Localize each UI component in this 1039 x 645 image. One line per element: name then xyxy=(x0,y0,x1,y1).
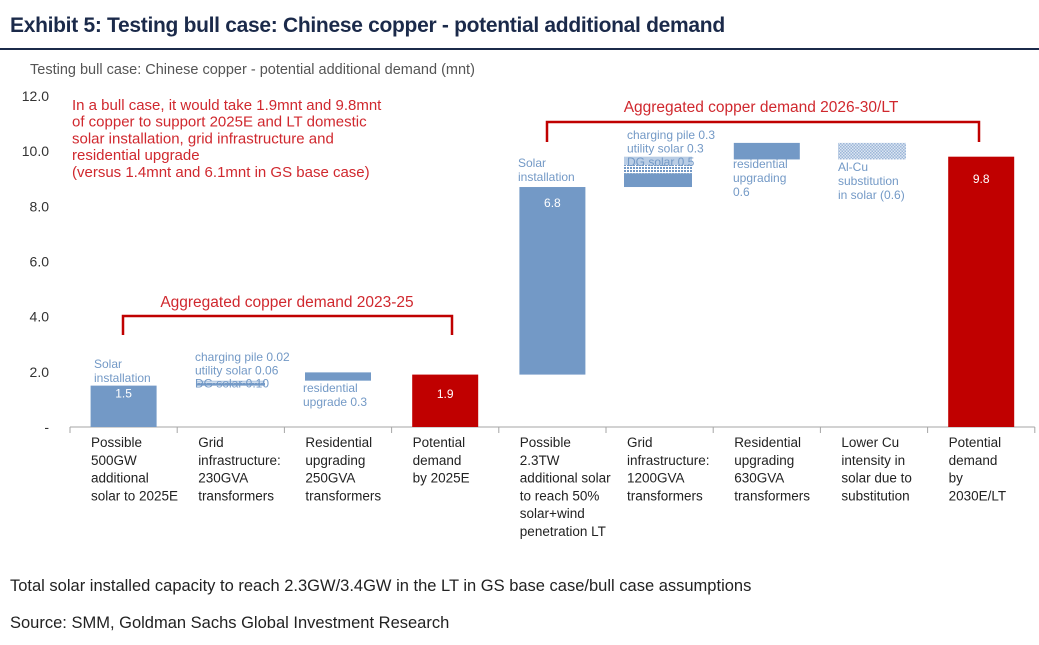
bracket xyxy=(545,120,981,142)
category-label: Possible 500GW additional solar to 2025E xyxy=(91,435,178,503)
bar-value-label: 1.9 xyxy=(437,387,454,401)
footnote-source: Source: SMM, Goldman Sachs Global Invest… xyxy=(10,614,450,632)
bar-segment xyxy=(948,156,1015,427)
exhibit-title: Exhibit 5: Testing bull case: Chinese co… xyxy=(10,14,725,37)
plot-area: - 2.0 4.0 6.0 8.0 10.0 12.0 Possible 500GW additi… xyxy=(22,88,1036,539)
category-label: Grid infrastructure: 230GVA transformers xyxy=(198,435,281,503)
bar-segment xyxy=(624,173,692,188)
bar-segment xyxy=(838,142,906,160)
category-label: Residential upgrading 630GVA transformers xyxy=(734,435,810,503)
bar-inner-label: residential upgrading 0.6 xyxy=(733,157,788,199)
y-tick-label: 12.0 xyxy=(22,88,49,104)
bar-segment xyxy=(305,372,371,381)
bracket-label: Aggregated copper demand 2023-25 xyxy=(160,294,413,311)
y-tick-label: 6.0 xyxy=(30,254,50,270)
y-tick-label: 2.0 xyxy=(30,364,50,380)
y-tick-label: - xyxy=(44,419,49,435)
bar-segment xyxy=(197,380,265,383)
bracket xyxy=(121,314,454,335)
bar-inner-label: Solar installation xyxy=(518,156,575,184)
waterfall-chart: Testing bull case: Chinese copper - pote… xyxy=(22,62,1036,539)
y-tick-label: 10.0 xyxy=(22,143,49,159)
bracket-label: Aggregated copper demand 2026-30/LT xyxy=(624,99,899,116)
category-label: Possible 2.3TW additional solar to reach 50… xyxy=(520,435,611,539)
bar-value-label: 6.8 xyxy=(544,196,561,210)
bar-value-label: 9.8 xyxy=(973,172,990,186)
y-tick-label: 8.0 xyxy=(30,198,50,214)
title-rule xyxy=(0,48,1039,50)
bar-inner-label: charging pile 0.3 utility solar 0.3 DG sol… xyxy=(627,128,715,169)
bar-value-label: 1.5 xyxy=(115,387,132,401)
bar-segment xyxy=(90,385,157,427)
category-label: Grid infrastructure: 1200GVA transformers xyxy=(627,435,710,503)
footnote-note: Total solar installed capacity to reach … xyxy=(10,577,752,595)
bar-segment xyxy=(733,142,800,160)
bar-inner-label: Al-Cu substitution in solar (0.6) xyxy=(838,160,905,202)
category-label: Residential upgrading 250GVA transformers xyxy=(305,435,381,503)
bar-segment xyxy=(197,382,265,386)
bar-segment xyxy=(519,187,586,375)
bar-inner-label: residential upgrade 0.3 xyxy=(303,381,367,409)
chart-title: Testing bull case: Chinese copper - pote… xyxy=(30,62,475,78)
bar-segment xyxy=(624,156,692,165)
bull-case-annotation: In a bull case, it would take 1.9mnt and… xyxy=(72,97,382,181)
category-label: Potential demand by 2030E/LT xyxy=(949,435,1007,503)
category-label: Potential demand by 2025E xyxy=(413,435,470,486)
bar-inner-label: charging pile 0.02 utility solar 0.06 DG s… xyxy=(195,350,290,391)
bar-segment xyxy=(624,164,692,174)
bar-inner-label: Solar installation xyxy=(94,357,151,385)
bar-segment xyxy=(412,374,479,427)
category-label: Lower Cu intensity in solar due to substitu… xyxy=(841,435,912,503)
y-tick-label: 4.0 xyxy=(30,309,50,325)
